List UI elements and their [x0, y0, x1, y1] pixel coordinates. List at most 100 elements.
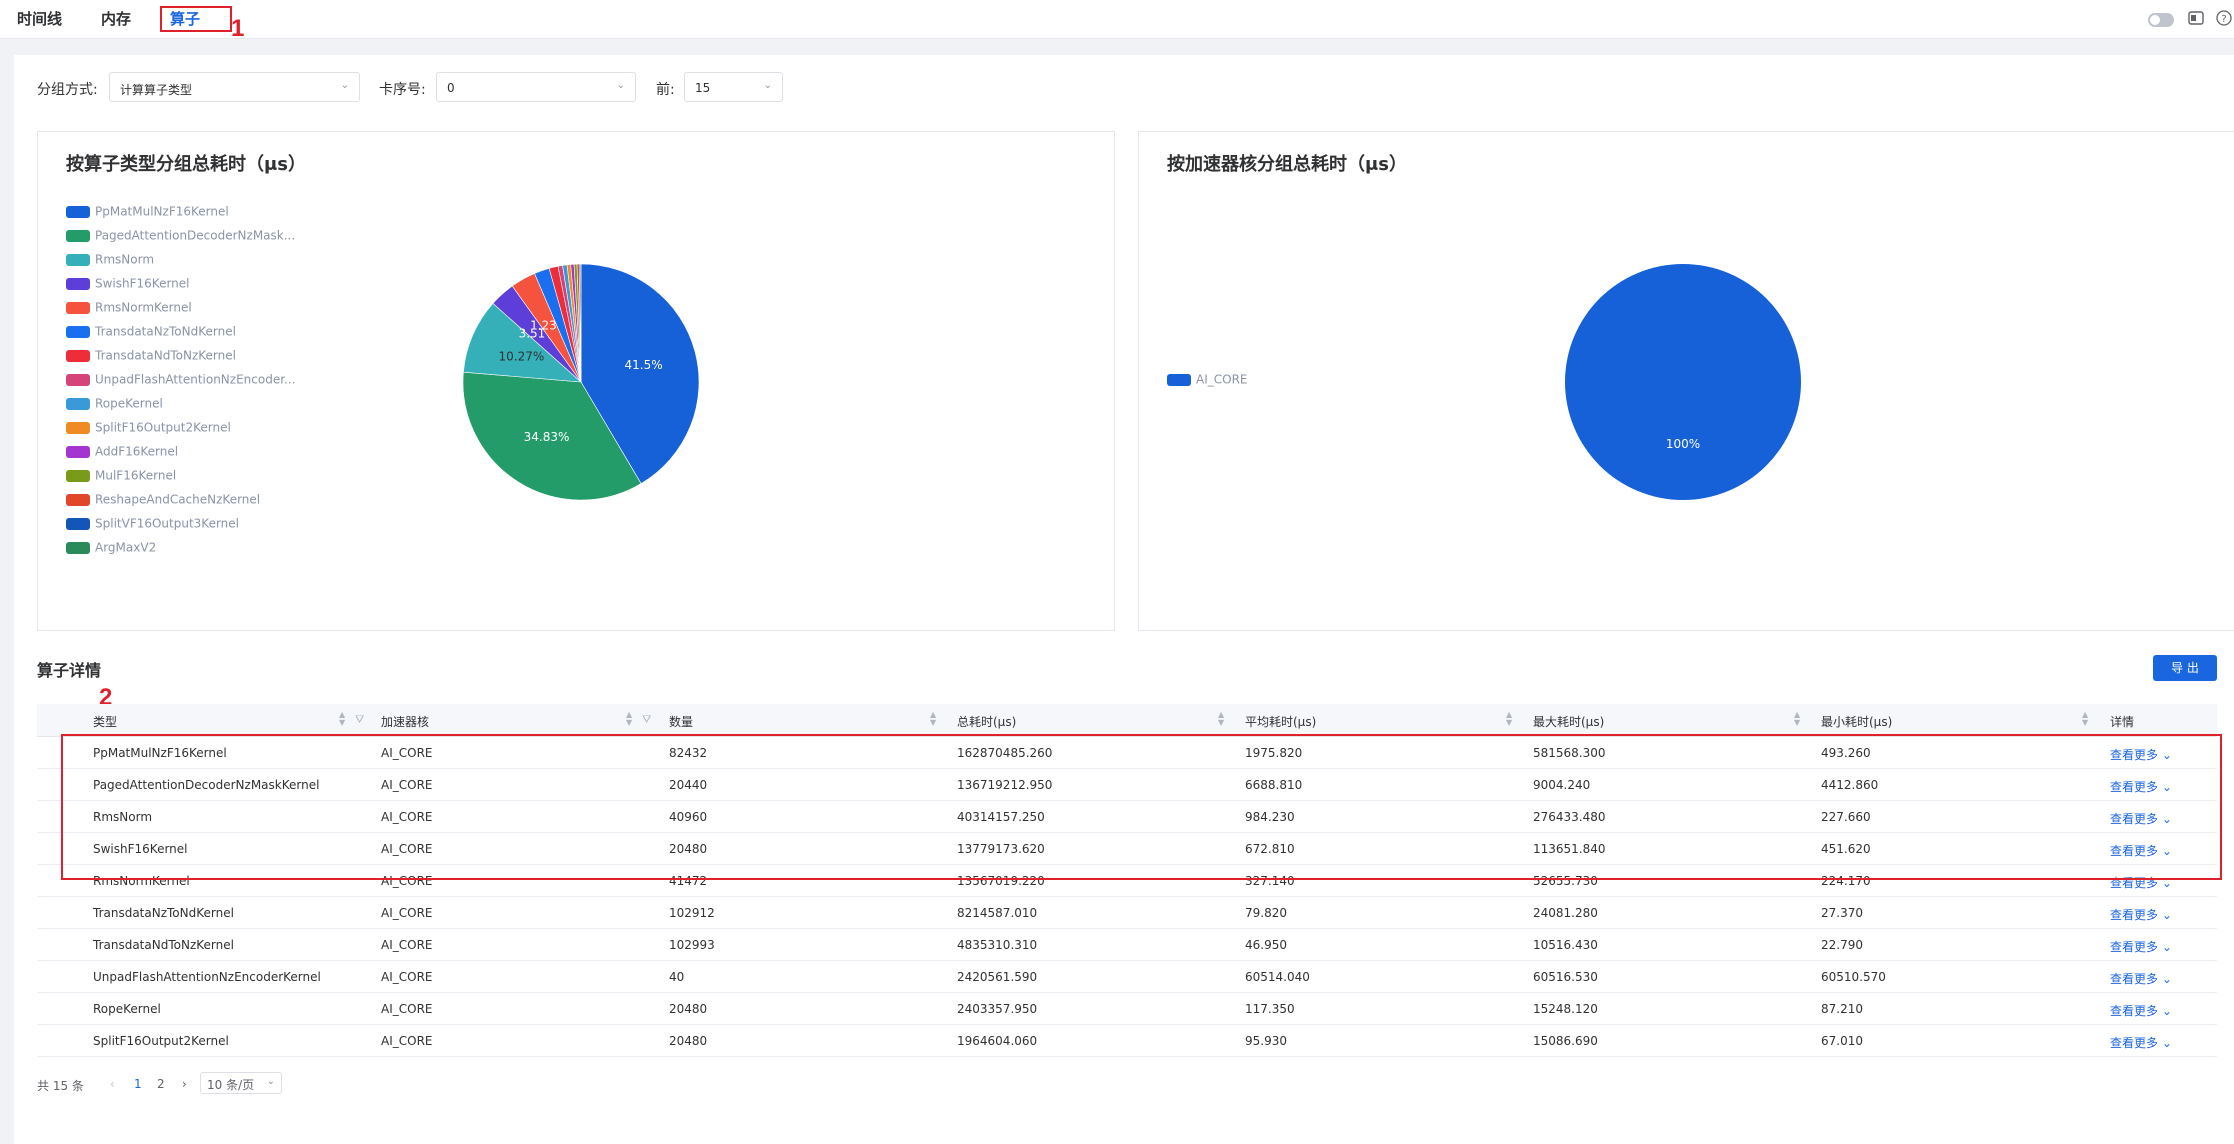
column-header-accelerator[interactable]: 加速器核	[381, 715, 430, 729]
cell-count: 20480	[669, 842, 708, 856]
cell-total-time: 2420561.590	[957, 970, 1038, 984]
theme-toggle[interactable]	[2148, 13, 2174, 27]
prev-page-icon[interactable]: ‹	[110, 1077, 115, 1091]
cell-avg-time: 95.930	[1245, 1034, 1287, 1048]
cell-count: 20480	[669, 1002, 708, 1016]
legend-item[interactable]: SwishF16Kernel	[66, 276, 190, 292]
cell-type: PagedAttentionDecoderNzMaskKernel	[93, 778, 320, 792]
cell-count: 41472	[669, 874, 708, 888]
page-size-select[interactable]: 10 条/页 ⌄	[200, 1072, 282, 1094]
view-more-link[interactable]: 查看更多 ⌄	[2110, 938, 2172, 955]
pie-slice[interactable]	[462, 371, 642, 501]
pie-slice[interactable]	[580, 263, 700, 484]
view-more-link[interactable]: 查看更多 ⌄	[2110, 1034, 2172, 1051]
legend-label: RopeKernel	[95, 396, 163, 411]
card-index-select[interactable]: 0 ⌄	[436, 72, 636, 102]
accelerator-core-pie-chart: 100%	[1565, 264, 1801, 500]
help-icon[interactable]: ?	[2216, 10, 2232, 30]
cell-count: 20480	[669, 1034, 708, 1048]
legend-item[interactable]: UnpadFlashAttentionNzEncoder...	[66, 372, 295, 388]
page-1[interactable]: 1	[134, 1077, 142, 1091]
legend-item[interactable]: TransdataNdToNzKernel	[66, 348, 236, 364]
cell-accelerator: AI_CORE	[381, 810, 433, 824]
chevron-down-icon: ⌄	[2158, 972, 2172, 986]
group-by-label: 分组方式:	[37, 82, 98, 98]
legend-item[interactable]: RopeKernel	[66, 396, 163, 412]
legend-item[interactable]: PagedAttentionDecoderNzMask...	[66, 228, 295, 244]
cell-accelerator: AI_CORE	[381, 906, 433, 920]
legend-item[interactable]: MulF16Kernel	[66, 468, 176, 484]
pie-slice[interactable]	[1565, 264, 1801, 500]
cell-min-time: 224.170	[1821, 874, 1871, 888]
view-more-link[interactable]: 查看更多 ⌄	[2110, 810, 2172, 827]
view-more-label: 查看更多	[2110, 940, 2159, 954]
sort-icon[interactable]: ▲ ▼	[930, 710, 937, 727]
cell-avg-time: 1975.820	[1245, 746, 1303, 760]
total-count: 共 15 条	[37, 1079, 84, 1093]
cell-accelerator: AI_CORE	[381, 1002, 433, 1016]
view-more-link[interactable]: 查看更多 ⌄	[2110, 842, 2172, 859]
annotation-box-2	[61, 734, 2222, 880]
view-more-link[interactable]: 查看更多 ⌄	[2110, 1002, 2172, 1019]
legend-item[interactable]: SplitVF16Output3Kernel	[66, 516, 239, 532]
column-header-count[interactable]: 数量	[669, 715, 694, 729]
view-more-link[interactable]: 查看更多 ⌄	[2110, 906, 2172, 923]
view-more-link[interactable]: 查看更多 ⌄	[2110, 778, 2172, 795]
sort-icon[interactable]: ▲ ▼	[339, 710, 346, 727]
page-2[interactable]: 2	[157, 1077, 165, 1091]
sort-icon[interactable]: ▲ ▼	[1218, 710, 1225, 727]
column-header-avg-time[interactable]: 平均耗时(μs)	[1245, 715, 1317, 729]
column-header-total-time[interactable]: 总耗时(μs)	[957, 715, 1017, 729]
legend-item[interactable]: RmsNormKernel	[66, 300, 192, 316]
sort-icon[interactable]: ▲ ▼	[1794, 710, 1801, 727]
legend-item[interactable]: TransdataNzToNdKernel	[66, 324, 236, 340]
legend-swatch	[66, 517, 90, 530]
filter-icon[interactable]: ⛛	[355, 713, 365, 726]
filter-icon[interactable]: ⛛	[642, 713, 652, 726]
view-more-link[interactable]: 查看更多 ⌄	[2110, 970, 2172, 987]
legend-item[interactable]: ArgMaxV2	[66, 540, 156, 556]
view-more-label: 查看更多	[2110, 748, 2159, 762]
sort-icon[interactable]: ▲ ▼	[626, 710, 633, 727]
legend-swatch	[66, 229, 90, 242]
language-icon[interactable]	[2188, 10, 2204, 30]
legend-swatch	[66, 277, 90, 290]
column-header-min-time[interactable]: 最小耗时(μs)	[1821, 715, 1893, 729]
pie-slice[interactable]	[463, 302, 582, 383]
legend-label: UnpadFlashAttentionNzEncoder...	[95, 372, 296, 387]
tab-operator[interactable]: 算子	[170, 10, 201, 28]
legend-item[interactable]: SplitF16Output2Kernel	[66, 420, 231, 436]
legend-item[interactable]: ReshapeAndCacheNzKernel	[66, 492, 260, 508]
group-by-select[interactable]: 计算算子类型 ⌄	[109, 72, 360, 102]
top-n-label: 前:	[656, 82, 675, 98]
next-page-icon[interactable]: ›	[182, 1077, 187, 1091]
legend-item[interactable]: AddF16Kernel	[66, 444, 178, 460]
svg-text:?: ?	[2221, 14, 2226, 25]
sort-icon[interactable]: ▲ ▼	[1506, 710, 1513, 727]
chevron-down-icon: ⌄	[340, 80, 349, 91]
cell-count: 102912	[669, 906, 715, 920]
column-header-type[interactable]: 类型	[93, 715, 118, 729]
cell-total-time: 8214587.010	[957, 906, 1038, 920]
pie-slice-label: 100%	[1666, 437, 1700, 451]
cell-total-time: 136719212.950	[957, 778, 1053, 792]
top-n-select[interactable]: 15 ⌄	[684, 72, 783, 102]
tab-memory[interactable]: 内存	[101, 10, 132, 28]
operator-type-chart-card: 按算子类型分组总耗时（μs） PpMatMulNzF16Kernel PagedA…	[37, 131, 1115, 631]
cell-max-time: 276433.480	[1533, 810, 1606, 824]
export-button[interactable]: 导 出	[2153, 655, 2217, 681]
column-header-max-time[interactable]: 最大耗时(μs)	[1533, 715, 1605, 729]
legend-item[interactable]: AI_CORE	[1167, 372, 1248, 388]
chevron-down-icon: ⌄	[2158, 1036, 2172, 1050]
cell-type: RopeKernel	[93, 1002, 161, 1016]
view-more-link[interactable]: 查看更多 ⌄	[2110, 746, 2172, 763]
legend-label: AI_CORE	[1196, 372, 1248, 387]
legend-item[interactable]: RmsNorm	[66, 252, 154, 268]
view-more-label: 查看更多	[2110, 1004, 2159, 1018]
view-more-label: 查看更多	[2110, 1036, 2159, 1050]
legend-item[interactable]: PpMatMulNzF16Kernel	[66, 204, 229, 220]
cell-avg-time: 6688.810	[1245, 778, 1303, 792]
cell-avg-time: 327.140	[1245, 874, 1295, 888]
sort-icon[interactable]: ▲ ▼	[2082, 710, 2089, 727]
tab-timeline[interactable]: 时间线	[17, 10, 63, 28]
